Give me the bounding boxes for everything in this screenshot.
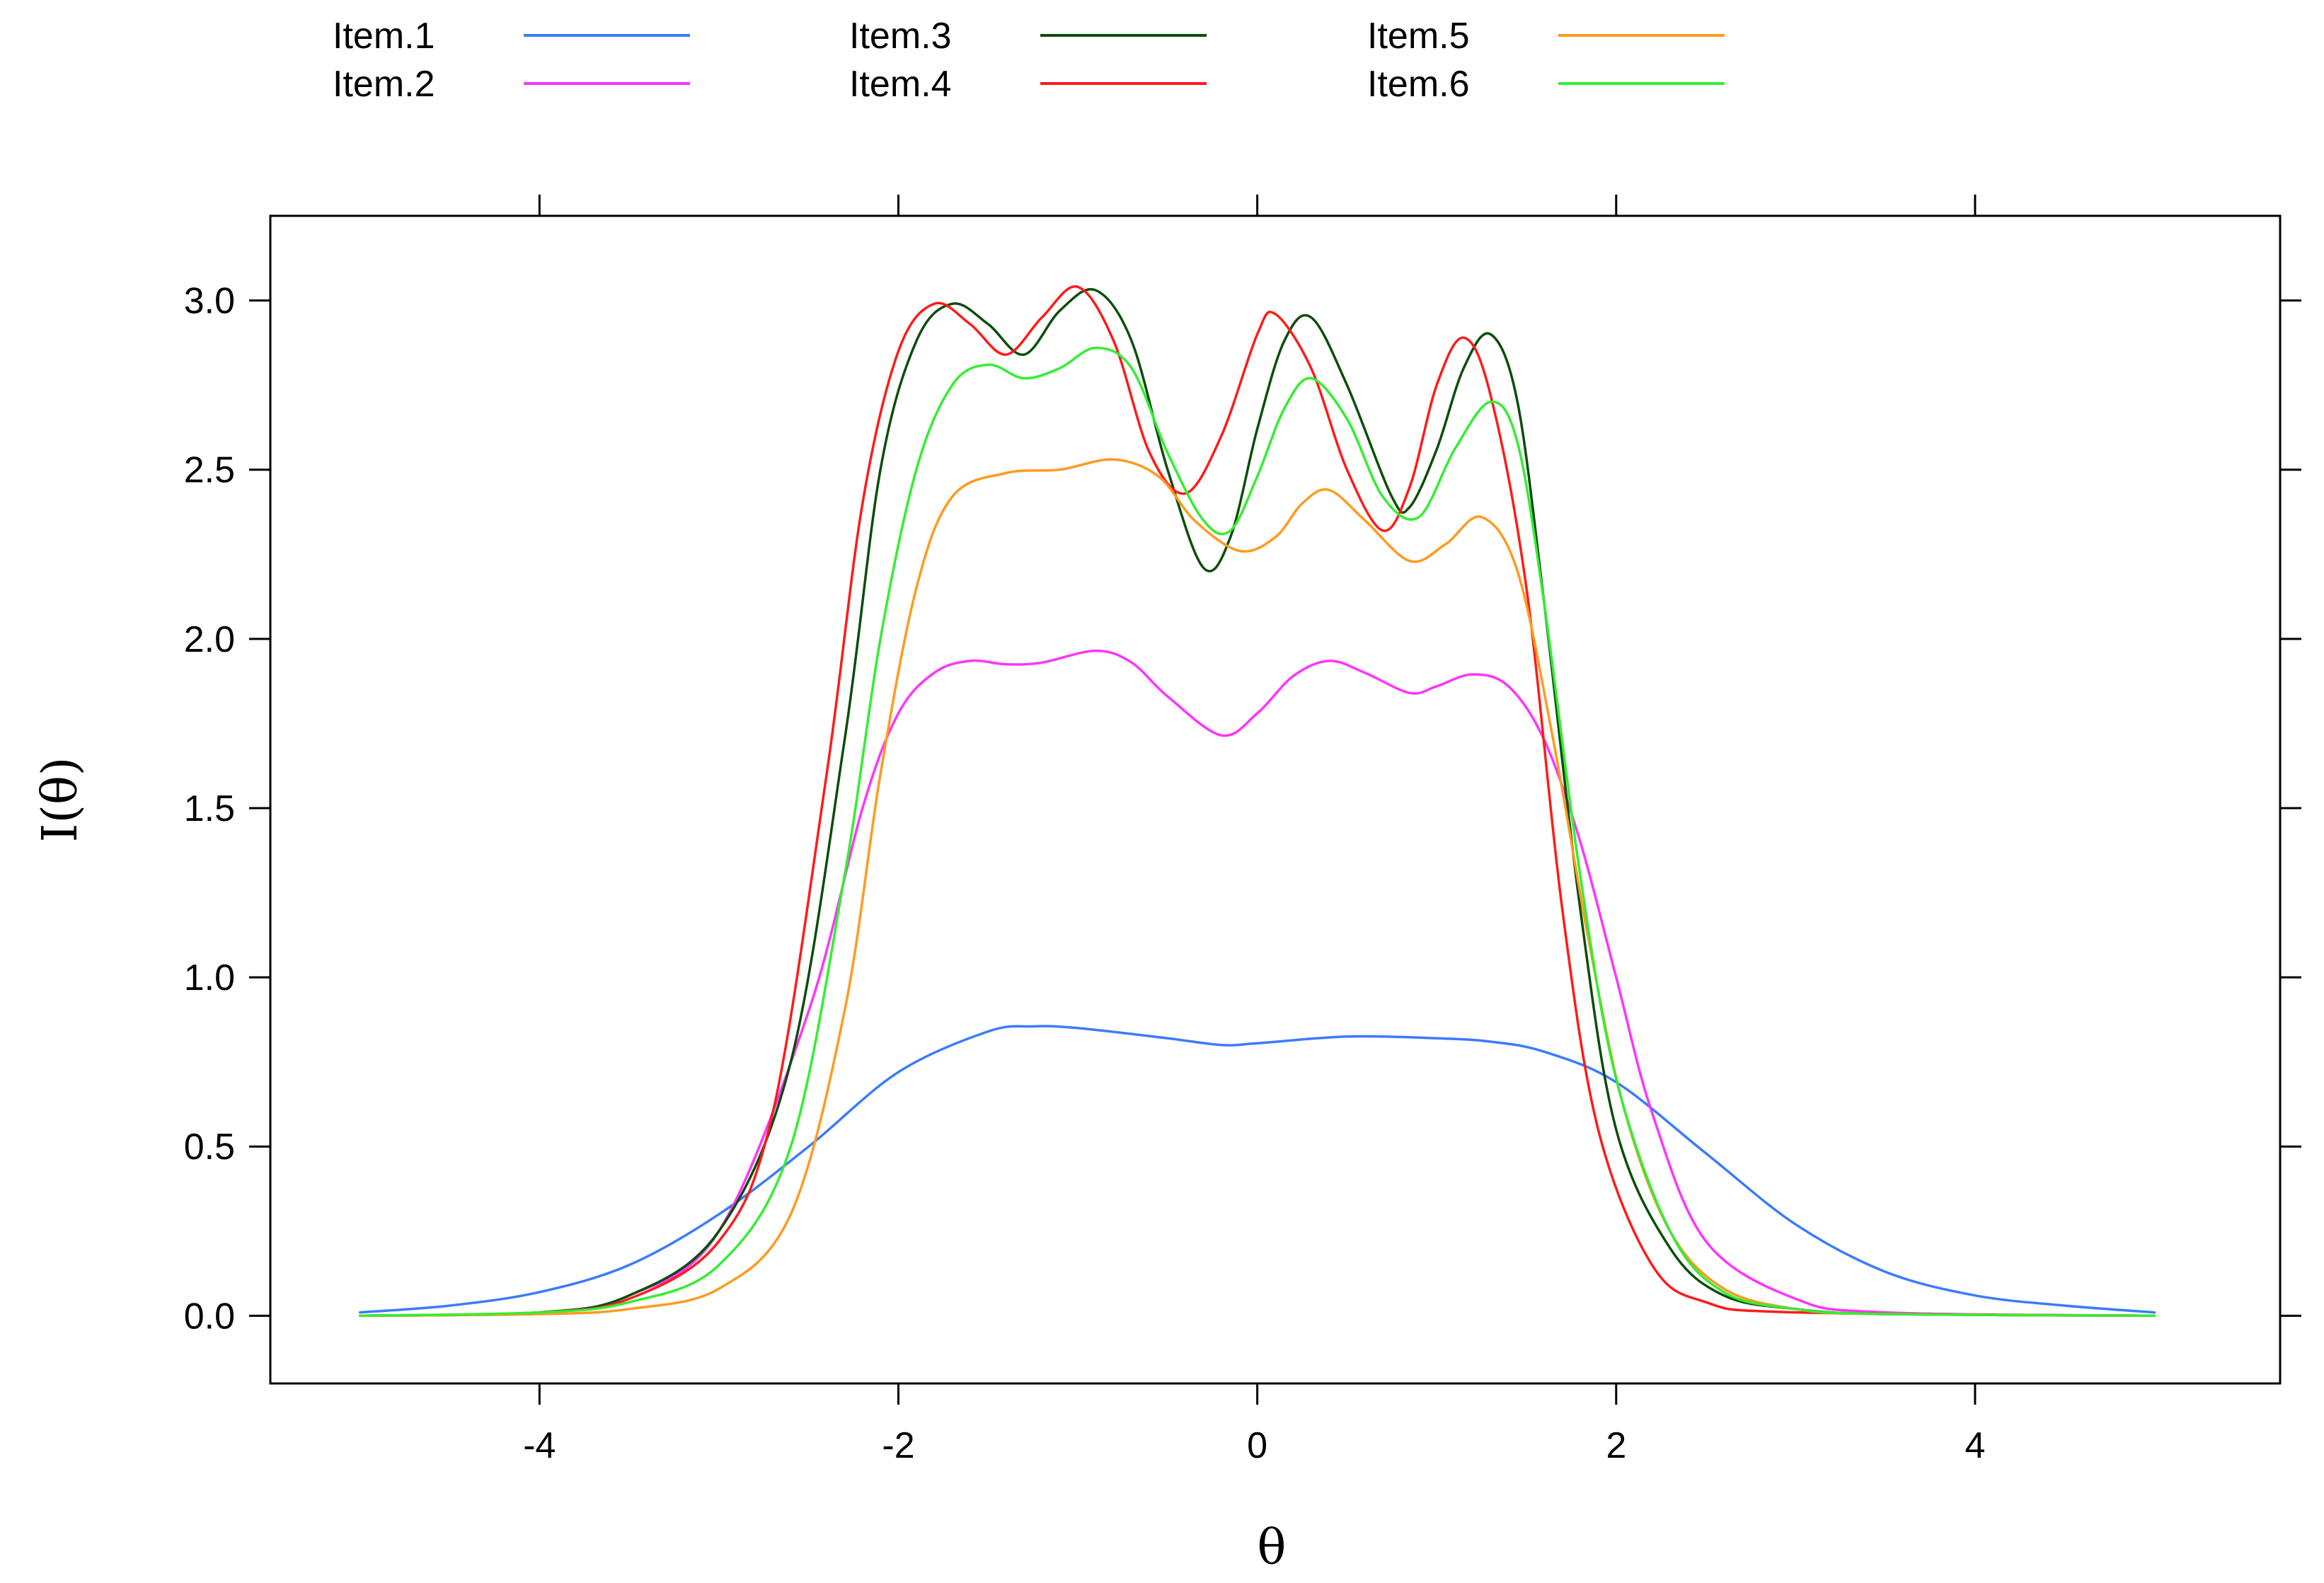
y-tick-label: 1.5 <box>184 788 235 829</box>
x-tick-label: 2 <box>1606 1425 1626 1466</box>
series-line-item-5 <box>359 458 2156 1318</box>
series-lines <box>359 285 2156 1318</box>
legend-label: Item.1 <box>333 16 435 57</box>
legend-label: Item.6 <box>1367 64 1470 105</box>
series-line-item-3 <box>359 288 2156 1318</box>
axis-ticks: -4 -2 0 2 4 0.0 0.5 1.0 1.5 2.0 2.5 3.0 <box>184 195 2301 1466</box>
y-tick-label: 0.5 <box>184 1127 235 1168</box>
legend-label: Item.4 <box>849 64 952 105</box>
series-line-item-6 <box>359 346 2156 1318</box>
plot-area-frame <box>269 214 2282 1385</box>
x-tick-label: 4 <box>1965 1425 1985 1466</box>
legend: Item.1 Item.2 Item.3 Item.4 Item.5 Item.6 <box>333 16 1725 105</box>
y-tick-label: 2.5 <box>184 450 235 491</box>
y-tick-label: 1.0 <box>184 957 235 998</box>
y-tick-label: 3.0 <box>184 281 235 322</box>
x-tick-label: -4 <box>523 1425 556 1466</box>
series-line-item-2 <box>359 649 2156 1318</box>
legend-label: Item.3 <box>849 16 952 57</box>
y-tick-label: 0.0 <box>184 1296 235 1337</box>
legend-label: Item.5 <box>1367 16 1470 57</box>
y-axis-title: I(θ) <box>33 757 88 843</box>
legend-label: Item.2 <box>333 64 435 105</box>
series-line-item-1 <box>359 1025 2156 1314</box>
x-tick-label: -2 <box>882 1425 914 1466</box>
y-tick-label: 2.0 <box>184 619 235 660</box>
x-tick-label: 0 <box>1247 1425 1267 1466</box>
x-axis-title: θ <box>1258 1520 1287 1576</box>
series-line-item-4 <box>359 285 2156 1318</box>
